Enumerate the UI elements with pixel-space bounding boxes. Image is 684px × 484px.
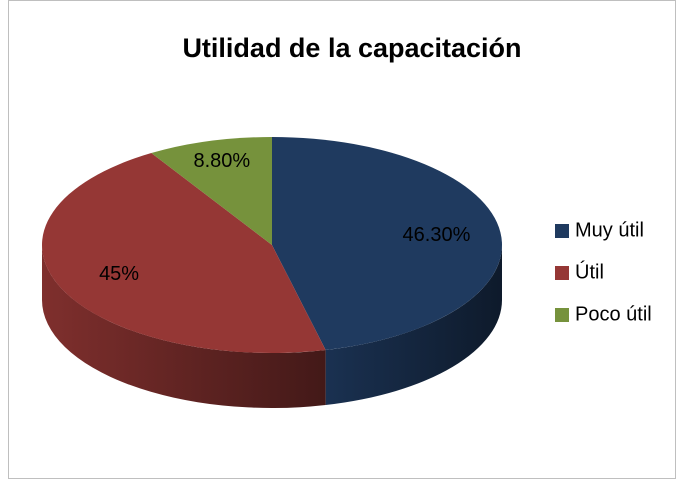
legend-label: Muy útil bbox=[575, 219, 644, 241]
data-label: 45% bbox=[99, 263, 139, 285]
slice bbox=[151, 137, 272, 245]
chart-title: Utilidad de la capacitación bbox=[182, 33, 521, 63]
slice-side bbox=[325, 245, 502, 406]
slice bbox=[41, 153, 326, 353]
slice-side bbox=[42, 245, 326, 408]
legend-swatch bbox=[555, 308, 569, 322]
legend-swatch bbox=[555, 266, 569, 280]
slice bbox=[272, 137, 503, 351]
legend-swatch bbox=[555, 224, 569, 238]
data-label: 46.30% bbox=[403, 224, 471, 246]
data-label: 8.80% bbox=[193, 150, 250, 172]
legend-label: Poco útil bbox=[575, 303, 652, 325]
legend-label: Útil bbox=[575, 260, 604, 283]
